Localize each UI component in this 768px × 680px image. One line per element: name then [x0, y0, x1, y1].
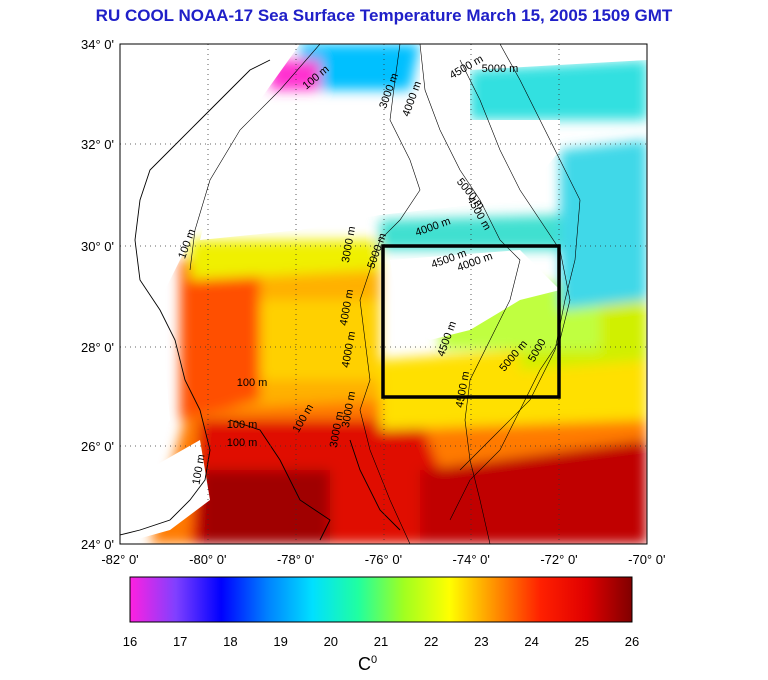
colorbar-unit-letter: C	[358, 654, 371, 674]
map-title: RU COOL NOAA-17 Sea Surface Temperature …	[95, 6, 673, 25]
longitude-label: -76° 0'	[365, 552, 402, 567]
longitude-label: -80° 0'	[189, 552, 226, 567]
longitude-labels: -82° 0' -80° 0' -78° 0' -76° 0' -74° 0' -72° …	[101, 552, 665, 567]
colorbar-tick-label: 21	[374, 634, 388, 649]
colorbar-tick-label: 24	[524, 634, 538, 649]
colorbar-unit-superscript: 0	[371, 654, 378, 666]
colorbar-tick-label: 25	[575, 634, 589, 649]
colorbar-tick-label: 22	[424, 634, 438, 649]
contour-label: 100 m	[190, 453, 207, 485]
latitude-label: 26° 0'	[81, 439, 114, 454]
bathymetry-contours	[189, 44, 581, 544]
contour-label: 100 m	[227, 437, 258, 449]
longitude-label: -82° 0'	[101, 552, 138, 567]
colorbar-ticks: 16 17 18 19 20 21 22 23 24 25 26	[123, 634, 639, 649]
coastline	[120, 59, 401, 541]
colorbar-tick-label: 19	[273, 634, 287, 649]
colorbar-unit: C0	[358, 654, 377, 675]
contour-label: 5000 m	[482, 63, 519, 75]
latitude-label: 24° 0'	[81, 537, 114, 552]
longitude-label: -70° 0'	[628, 552, 665, 567]
colorbar-tick-label: 18	[223, 634, 237, 649]
map-frame	[119, 43, 648, 545]
latitude-label: 28° 0'	[81, 340, 114, 355]
colorbar-tick-label: 26	[625, 634, 639, 649]
contour-label: 100 m	[227, 419, 258, 431]
colorbar	[129, 576, 633, 623]
latitude-label: 34° 0'	[81, 37, 114, 52]
longitude-label: -72° 0'	[540, 552, 577, 567]
colorbar-tick-label: 20	[324, 634, 338, 649]
longitude-label: -78° 0'	[277, 552, 314, 567]
contour-label: 100 m	[237, 377, 268, 389]
latitude-label: 32° 0'	[81, 137, 114, 152]
study-area-box	[381, 244, 561, 399]
longitude-label: -74° 0'	[453, 552, 490, 567]
colorbar-tick-label: 23	[474, 634, 488, 649]
latitude-labels: 34° 0' 32° 0' 30° 0' 28° 0' 26° 0' 24° 0'	[81, 37, 114, 552]
colorbar-tick-label: 17	[173, 634, 187, 649]
latitude-label: 30° 0'	[81, 239, 114, 254]
colorbar-tick-label: 16	[123, 634, 137, 649]
